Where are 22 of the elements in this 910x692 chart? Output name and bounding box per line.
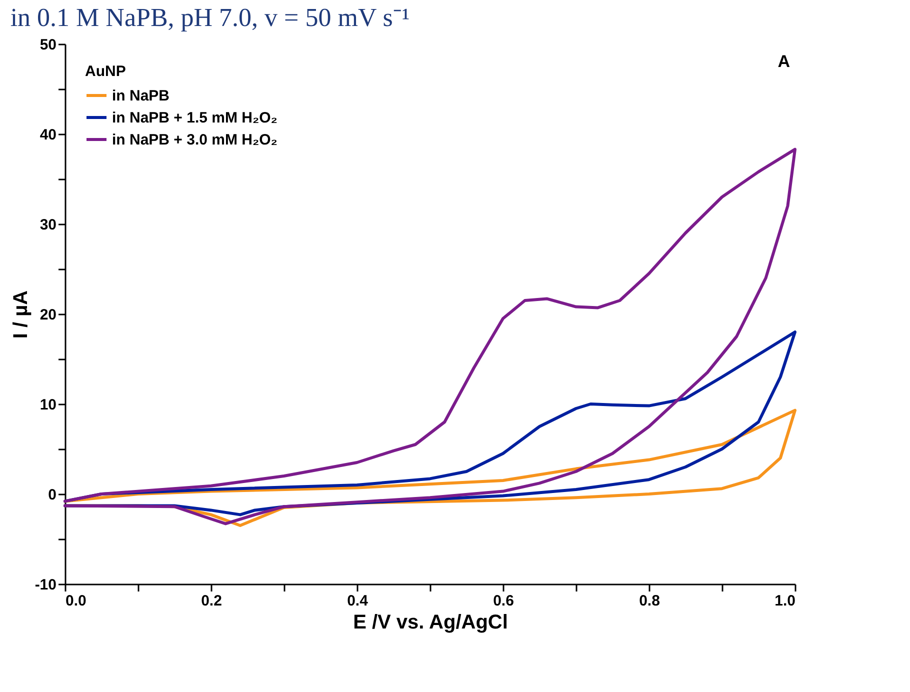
y-axis-title: I / µA bbox=[10, 290, 32, 339]
x-tick-label: 0.2 bbox=[201, 592, 222, 610]
x-axis-title: E /V vs. Ag/AgCl bbox=[353, 612, 508, 634]
y-tick-label: 0 bbox=[48, 486, 56, 504]
annotation: A bbox=[778, 52, 790, 71]
y-tick-label: 10 bbox=[40, 396, 56, 414]
legend-label: in NaPB + 3.0 mM H₂O₂ bbox=[112, 132, 278, 148]
y-tick-label: 40 bbox=[40, 126, 56, 144]
x-tick-label: 0.6 bbox=[493, 592, 514, 610]
line-series bbox=[64, 148, 796, 526]
y-tick-label: 50 bbox=[40, 36, 56, 54]
y-tick-label: 20 bbox=[40, 306, 56, 324]
legend-title: AuNP bbox=[85, 63, 126, 80]
chart-title: in 0.1 M NaPB, pH 7.0, v = 50 mV s⁻¹ bbox=[10, 3, 410, 32]
x-tick-label: 0.4 bbox=[347, 592, 369, 610]
x-tick-label: 0.0 bbox=[66, 592, 86, 610]
y-tick-label: 30 bbox=[40, 216, 56, 234]
x-tick-label: 1.0 bbox=[774, 592, 796, 610]
y-tick-label: -10 bbox=[34, 576, 56, 594]
x-tick-label: 0.8 bbox=[639, 592, 660, 610]
legend-label: in NaPB + 1.5 mM H₂O₂ bbox=[112, 110, 278, 126]
legend-label: in NaPB bbox=[112, 88, 170, 104]
